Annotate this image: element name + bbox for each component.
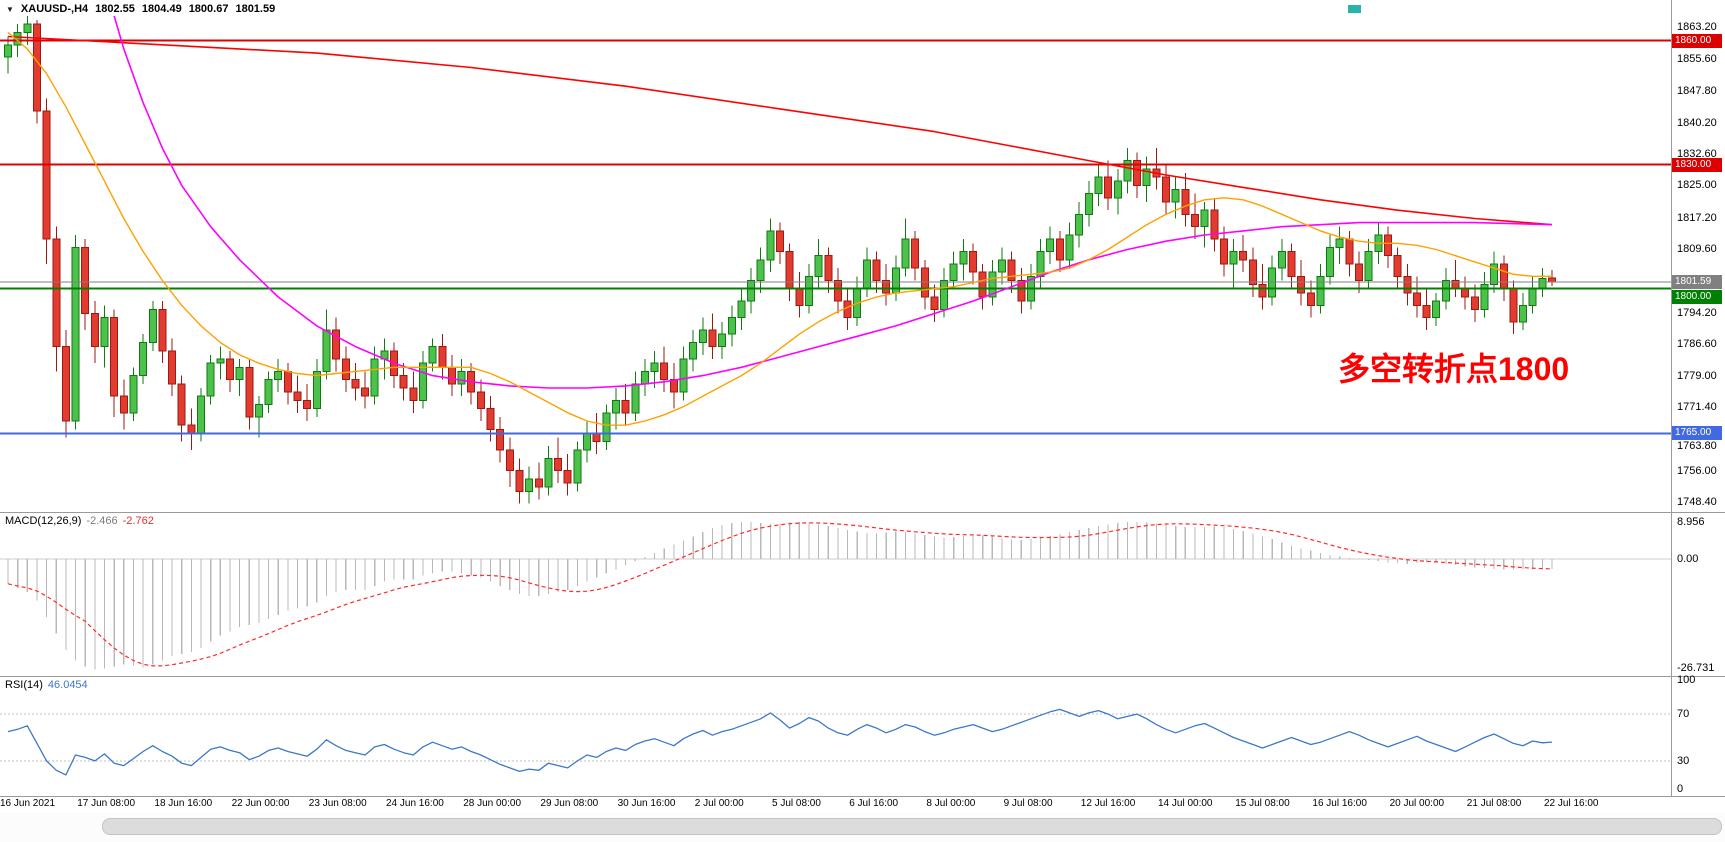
time-axis-label: 5 Jul 08:00 [772, 798, 821, 809]
price-badge: 1801.59 [1672, 275, 1722, 290]
price-axis[interactable]: 1863.20 1855.60 1847.80 1840.20 1832.60 1825.… [1671, 0, 1725, 796]
macd-signal-value: -2.762 [122, 515, 154, 527]
price-axis-label: 1855.60 [1677, 52, 1717, 65]
macd-name: MACD(12,26,9) [5, 515, 82, 527]
rsi-axis-0: 0 [1677, 783, 1684, 795]
price-badge: 1800.00 [1672, 289, 1722, 304]
rsi-label: RSI(14) 46.0454 [5, 679, 88, 691]
rsi-panel-separator[interactable] [0, 676, 1725, 677]
scrollbar-thumb[interactable] [102, 818, 1722, 835]
ma-mid-magenta [113, 16, 1553, 389]
macd-main-value: -2.466 [86, 515, 118, 527]
horizontal-scrollbar[interactable] [0, 812, 1725, 842]
price-axis-label: 1817.20 [1677, 211, 1717, 224]
price-badge: 1830.00 [1672, 157, 1722, 172]
time-axis-label: 29 Jun 08:00 [540, 798, 599, 809]
ohlc-close-value: 1801.59 [235, 3, 276, 15]
horizontal-lines-layer [0, 39, 1671, 435]
ohlc-open-value: 1802.55 [95, 3, 135, 15]
price-badge: 1860.00 [1672, 33, 1722, 48]
ma-fast-orange [7, 31, 1552, 426]
ohlc-high-value: 1804.49 [141, 3, 182, 15]
price-axis-label: 1794.20 [1677, 306, 1717, 319]
time-axis-label: 6 Jul 16:00 [849, 798, 899, 809]
chart-title-bar: ▼ XAUUSD-,H4 1802.55 1804.49 1800.67 180… [6, 3, 275, 15]
rsi-axis-70: 70 [1677, 708, 1690, 720]
time-axis-label: 15 Jul 08:00 [1235, 798, 1290, 809]
time-axis-label: 17 Jun 08:00 [77, 798, 136, 809]
price-axis-label: 1809.60 [1677, 243, 1717, 256]
macd-axis-max: 8.956 [1677, 516, 1705, 528]
time-axis-label: 14 Jul 00:00 [1158, 798, 1213, 809]
price-axis-label: 1779.00 [1677, 369, 1717, 382]
price-axis-label: 1863.20 [1677, 21, 1717, 34]
time-axis-label: 23 Jun 08:00 [308, 798, 367, 809]
chart-shift-marker [1348, 5, 1361, 13]
time-axis-label: 2 Jul 00:00 [694, 798, 744, 809]
price-axis-label: 1832.60 [1677, 147, 1717, 160]
price-axis-label: 1847.80 [1677, 85, 1717, 98]
candlesticks-layer [4, 16, 1556, 504]
rsi-value: 46.0454 [47, 679, 88, 691]
macd-axis-zero: 0.00 [1677, 553, 1699, 565]
moving-averages-layer [7, 16, 1553, 426]
annotation-text: 多空转折点1800 [1338, 351, 1570, 387]
macd-indicator-layer [0, 521, 1671, 670]
ohlc-low-value: 1800.67 [188, 3, 229, 15]
price-axis-label: 1786.60 [1677, 338, 1717, 351]
time-axis-label: 8 Jul 00:00 [926, 798, 976, 809]
symbol-timeframe-label: XAUUSD-,H4 [20, 3, 89, 15]
time-axis-label: 30 Jun 16:00 [617, 798, 676, 809]
macd-label: MACD(12,26,9) -2.466 -2.762 [5, 515, 154, 527]
rsi-indicator-layer [0, 708, 1671, 776]
macd-axis-min: -26.731 [1677, 662, 1715, 674]
time-axis-separator [0, 796, 1725, 797]
rsi-axis-30: 30 [1677, 755, 1690, 767]
price-axis-label: 1763.80 [1677, 440, 1717, 453]
time-axis-label: 22 Jun 00:00 [231, 798, 290, 809]
price-axis-label: 1771.40 [1677, 400, 1717, 413]
rsi-name: RSI(14) [5, 679, 43, 691]
price-axis-label: 1748.40 [1677, 496, 1717, 509]
time-axis-label: 24 Jun 16:00 [386, 798, 444, 809]
price-badge: 1765.00 [1672, 426, 1722, 441]
price-axis-label: 1840.20 [1677, 116, 1717, 129]
time-axis-label: 22 Jul 16:00 [1544, 798, 1599, 809]
time-axis-label: 16 Jul 16:00 [1312, 798, 1367, 809]
rsi-axis-100: 100 [1677, 674, 1696, 686]
time-axis-label: 28 Jun 00:00 [463, 798, 522, 809]
time-axis-label: 21 Jul 08:00 [1466, 798, 1522, 809]
time-axis-label: 12 Jul 16:00 [1080, 798, 1136, 809]
ma-slow-red [7, 35, 1553, 226]
time-axis-label: 9 Jul 08:00 [1003, 798, 1053, 809]
time-axis[interactable]: 16 Jun 2021 17 Jun 08:00 18 Jun 16:00 22 Ju… [0, 796, 1671, 812]
macd-panel-separator[interactable] [0, 512, 1725, 513]
symbol-dropdown-icon[interactable]: ▼ [6, 4, 14, 14]
price-axis-label: 1756.00 [1677, 464, 1717, 477]
price-axis-label: 1825.00 [1677, 179, 1717, 192]
time-axis-label: 18 Jun 16:00 [154, 798, 213, 809]
time-axis-label: 16 Jun 2021 [0, 798, 56, 809]
price-axis-separator [1671, 0, 1672, 796]
time-axis-label: 20 Jul 00:00 [1389, 798, 1445, 809]
